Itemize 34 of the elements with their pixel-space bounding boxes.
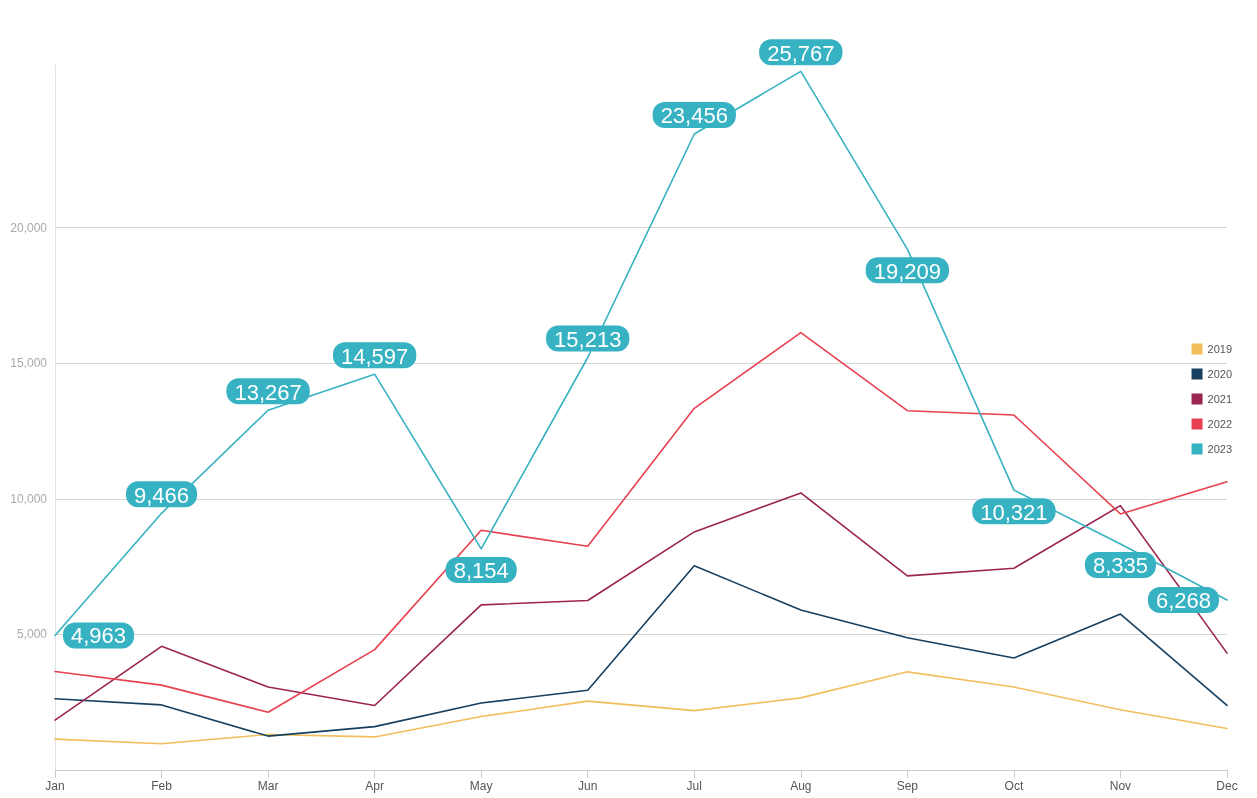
x-tick-label: Apr — [365, 779, 384, 793]
legend-label: 2021 — [1207, 393, 1233, 405]
data-label: 14,597 — [340, 343, 409, 369]
data-label: 8,154 — [453, 558, 509, 584]
y-tick-label: 5,000 — [16, 627, 48, 642]
legend-label: 2019 — [1207, 343, 1233, 355]
data-label: 19,209 — [873, 258, 942, 284]
data-label: 4,963 — [71, 622, 127, 648]
data-label: 13,267 — [234, 379, 302, 405]
y-tick-label: 20,000 — [10, 220, 48, 235]
x-tick-label: Sep — [896, 779, 919, 793]
x-tick-label: Jul — [686, 779, 702, 793]
data-label: 9,466 — [134, 482, 190, 508]
x-tick-label: Dec — [1216, 779, 1238, 793]
x-tick-label: May — [469, 779, 493, 793]
data-label: 15,213 — [554, 326, 622, 352]
legend-label: 2020 — [1207, 368, 1233, 380]
x-tick-label: Oct — [1004, 779, 1024, 793]
x-tick-label: Jun — [578, 779, 598, 793]
line-series — [54, 671, 1228, 745]
data-label: 10,321 — [980, 499, 1048, 525]
data-label: 23,456 — [660, 103, 728, 129]
data-label: 6,268 — [1155, 587, 1211, 613]
x-tick-label: Feb — [151, 779, 173, 793]
x-tick-label: Mar — [257, 779, 279, 793]
data-label: 8,335 — [1092, 553, 1148, 579]
legend-label: 2023 — [1207, 443, 1233, 455]
x-tick-label: Jan — [45, 779, 65, 793]
y-tick-label: 15,000 — [10, 356, 48, 371]
y-tick-label: 10,000 — [10, 491, 48, 506]
legend-label: 2022 — [1207, 418, 1233, 430]
x-tick-label: Nov — [1109, 779, 1132, 793]
x-tick-label: Aug — [790, 779, 812, 793]
data-label: 25,767 — [767, 40, 835, 66]
